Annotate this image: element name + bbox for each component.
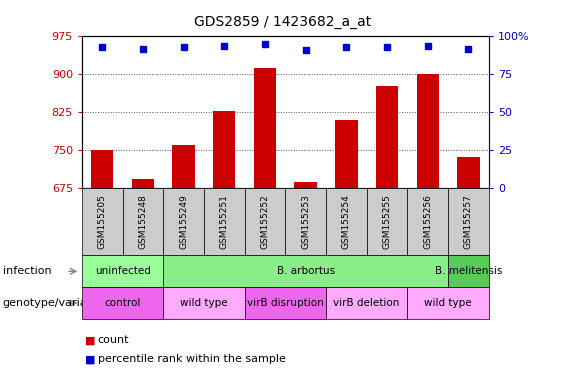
Text: GSM155251: GSM155251 bbox=[220, 194, 229, 249]
Bar bbox=[172, 145, 195, 188]
Text: virB disruption: virB disruption bbox=[247, 298, 324, 308]
Bar bbox=[254, 68, 276, 188]
Text: GSM155254: GSM155254 bbox=[342, 194, 351, 249]
Text: B. arbortus: B. arbortus bbox=[277, 266, 334, 276]
Bar bbox=[294, 182, 317, 188]
Text: uninfected: uninfected bbox=[95, 266, 150, 276]
Bar bbox=[213, 111, 236, 188]
Text: wild type: wild type bbox=[180, 298, 228, 308]
Text: ■: ■ bbox=[85, 354, 95, 364]
Text: GSM155205: GSM155205 bbox=[98, 194, 107, 249]
Bar bbox=[91, 150, 114, 188]
Text: virB deletion: virB deletion bbox=[333, 298, 400, 308]
Text: infection: infection bbox=[3, 266, 51, 276]
Text: percentile rank within the sample: percentile rank within the sample bbox=[98, 354, 286, 364]
Text: GSM155252: GSM155252 bbox=[260, 194, 270, 249]
Bar bbox=[132, 179, 154, 188]
Bar bbox=[416, 74, 439, 188]
Text: GSM155257: GSM155257 bbox=[464, 194, 473, 249]
Bar bbox=[376, 86, 398, 188]
Text: genotype/variation: genotype/variation bbox=[3, 298, 109, 308]
Text: control: control bbox=[105, 298, 141, 308]
Text: GDS2859 / 1423682_a_at: GDS2859 / 1423682_a_at bbox=[194, 15, 371, 29]
Text: GSM155255: GSM155255 bbox=[383, 194, 392, 249]
Text: B. melitensis: B. melitensis bbox=[434, 266, 502, 276]
Text: wild type: wild type bbox=[424, 298, 472, 308]
Text: count: count bbox=[98, 335, 129, 345]
Bar bbox=[457, 157, 480, 188]
Text: GSM155248: GSM155248 bbox=[138, 194, 147, 249]
Text: GSM155253: GSM155253 bbox=[301, 194, 310, 249]
Text: ■: ■ bbox=[85, 335, 95, 345]
Text: GSM155249: GSM155249 bbox=[179, 194, 188, 249]
Bar bbox=[335, 120, 358, 188]
Text: GSM155256: GSM155256 bbox=[423, 194, 432, 249]
